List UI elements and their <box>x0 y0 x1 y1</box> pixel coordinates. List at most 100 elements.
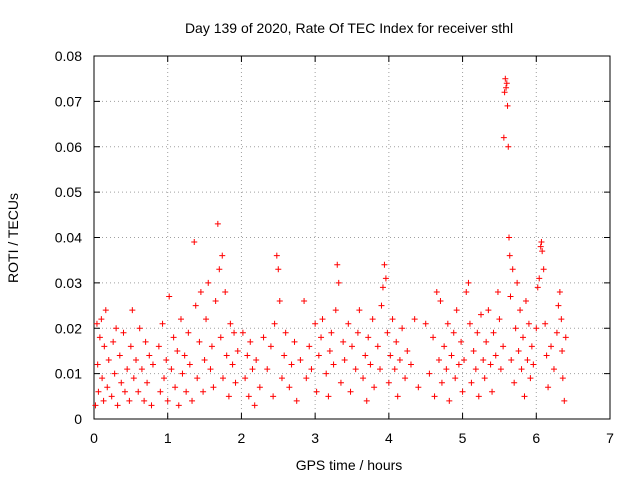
y-tick-label: 0.03 <box>55 275 82 291</box>
data-point <box>114 402 121 409</box>
data-point <box>104 384 111 391</box>
data-point <box>525 320 532 327</box>
data-point <box>260 334 267 341</box>
data-point <box>555 302 562 309</box>
data-point <box>450 329 457 336</box>
data-point <box>217 334 224 341</box>
data-point <box>249 366 256 373</box>
data-point <box>161 375 168 382</box>
data-point <box>356 307 363 314</box>
data-point <box>163 357 170 364</box>
data-point <box>394 393 401 400</box>
data-point <box>446 397 453 404</box>
data-point <box>500 343 507 350</box>
data-point <box>93 320 100 327</box>
data-point <box>528 343 535 350</box>
data-point <box>385 379 392 386</box>
data-point <box>452 375 459 382</box>
x-tick-label: 1 <box>164 430 172 446</box>
data-point <box>242 375 249 382</box>
data-point <box>273 252 280 259</box>
x-tick-label: 4 <box>385 430 393 446</box>
y-tick-label: 0 <box>74 411 82 427</box>
data-point <box>177 316 184 323</box>
data-point <box>534 284 541 291</box>
data-point <box>527 375 534 382</box>
data-point <box>244 352 251 359</box>
data-point <box>282 329 289 336</box>
data-point <box>149 361 156 368</box>
x-tick-label: 6 <box>532 430 540 446</box>
data-point <box>558 316 565 323</box>
data-point <box>522 298 529 305</box>
data-point <box>222 288 229 295</box>
data-point <box>210 384 217 391</box>
data-point <box>174 347 181 354</box>
data-point <box>185 329 192 336</box>
data-point <box>203 316 210 323</box>
data-point <box>219 252 226 259</box>
x-tick-label: 5 <box>459 430 467 446</box>
x-tick-labels: 0 1 2 3 4 5 6 7 <box>90 430 614 446</box>
data-point <box>126 397 133 404</box>
data-point <box>371 384 378 391</box>
data-point <box>96 334 103 341</box>
data-point <box>443 366 450 373</box>
data-point <box>496 316 503 323</box>
data-point <box>191 239 198 246</box>
data-point <box>325 393 332 400</box>
data-point <box>330 361 337 368</box>
data-point <box>168 366 175 373</box>
data-point <box>318 334 325 341</box>
data-point <box>537 243 544 250</box>
chart-title: Day 139 of 2020, Rate Of TEC Index for r… <box>185 20 513 36</box>
data-point <box>404 347 411 354</box>
data-point <box>247 338 254 345</box>
data-point <box>360 375 367 382</box>
data-point <box>466 320 473 327</box>
data-point <box>415 384 422 391</box>
data-point <box>205 279 212 286</box>
data-point <box>389 316 396 323</box>
data-point <box>468 379 475 386</box>
data-point <box>362 352 369 359</box>
data-point <box>111 370 118 377</box>
y-tick-label: 0.04 <box>55 230 82 246</box>
data-points <box>92 75 569 409</box>
data-point <box>155 343 162 350</box>
data-point <box>561 397 568 404</box>
data-point <box>494 288 501 295</box>
data-point <box>164 397 171 404</box>
data-point <box>127 343 134 350</box>
data-point <box>332 307 339 314</box>
data-point <box>340 338 347 345</box>
data-point <box>512 325 519 332</box>
data-point <box>99 375 106 382</box>
data-point <box>478 311 484 318</box>
data-point <box>194 375 201 382</box>
data-point <box>179 370 186 377</box>
data-point <box>490 329 497 336</box>
data-point <box>503 80 510 87</box>
data-point <box>306 343 313 350</box>
data-point <box>220 375 226 382</box>
data-point <box>507 293 514 300</box>
data-point <box>334 261 341 268</box>
data-point <box>347 388 354 395</box>
data-point <box>501 89 508 96</box>
data-point <box>441 343 448 350</box>
data-point <box>538 239 545 246</box>
data-point <box>229 361 236 368</box>
y-tick-labels: 0 0.01 0.02 0.03 0.04 0.05 0.06 0.07 0.08 <box>55 48 82 427</box>
data-point <box>553 329 560 336</box>
data-point <box>465 279 472 286</box>
data-point <box>509 266 516 273</box>
data-point <box>545 384 552 391</box>
data-point <box>514 279 521 286</box>
data-point <box>506 252 513 259</box>
data-point <box>524 357 531 364</box>
axis-ticks <box>93 55 611 420</box>
data-point <box>354 329 361 336</box>
data-point <box>402 375 409 382</box>
data-point <box>291 338 298 345</box>
